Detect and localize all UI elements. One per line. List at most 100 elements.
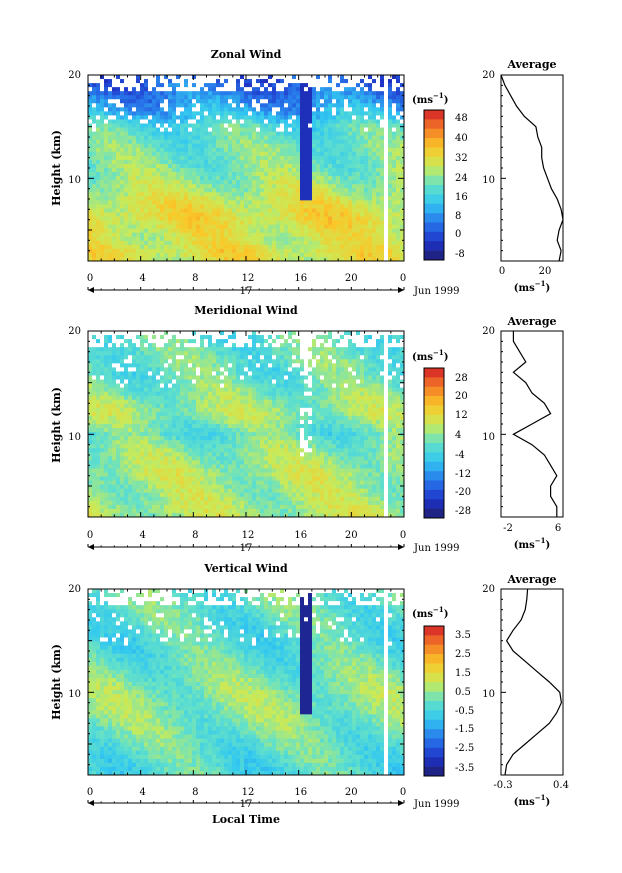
heatmap-cell xyxy=(308,343,313,348)
heatmap-cell xyxy=(312,339,317,344)
heatmap-cell xyxy=(256,208,261,213)
heatmap-cell xyxy=(312,99,317,104)
heatmap-cell xyxy=(324,387,329,393)
heatmap-cell xyxy=(148,143,153,149)
heatmap-cell xyxy=(360,103,365,108)
heatmap-cell xyxy=(276,115,281,120)
heatmap-cell xyxy=(276,228,281,234)
heatmap-cell xyxy=(124,224,129,230)
heatmap-cell xyxy=(168,87,173,92)
heatmap-cell xyxy=(324,375,329,380)
heatmap-cell xyxy=(88,351,93,356)
heatmap-cell xyxy=(352,347,357,352)
heatmap-cell xyxy=(336,200,341,205)
heatmap-cell xyxy=(268,335,273,340)
heatmap-cell xyxy=(260,107,265,112)
heatmap-cell xyxy=(336,188,341,193)
heatmap-cell xyxy=(228,127,233,133)
heatmap-cell xyxy=(264,224,269,230)
heatmap-cell xyxy=(268,168,273,173)
heatmap-cell xyxy=(240,172,245,177)
heatmap-cell xyxy=(128,379,133,384)
heatmap-cell xyxy=(384,343,389,348)
heatmap-cell xyxy=(288,163,293,169)
heatmap-cell xyxy=(88,87,93,92)
heatmap-cell xyxy=(348,147,353,153)
heatmap-cell xyxy=(336,335,341,340)
heatmap-cell xyxy=(280,359,285,364)
heatmap-cell xyxy=(368,75,373,80)
heatmap-cell xyxy=(108,107,113,112)
heatmap-cell xyxy=(136,180,141,185)
heatmap-cell xyxy=(400,131,404,137)
heatmap-cell xyxy=(136,379,141,384)
heatmap-cell xyxy=(252,355,257,360)
heatmap-cell xyxy=(156,359,161,364)
heatmap-cell xyxy=(228,172,233,177)
heatmap-cell xyxy=(336,228,341,234)
heatmap-cell xyxy=(356,256,361,261)
heatmap-cell xyxy=(200,172,205,177)
heatmap-cell xyxy=(92,143,97,149)
heatmap-cell xyxy=(284,363,289,368)
heatmap-cell xyxy=(284,375,289,380)
heatmap-cell xyxy=(388,143,393,149)
heatmap-cell xyxy=(256,176,261,181)
heatmap-cell xyxy=(272,256,277,261)
heatmap-cell xyxy=(340,204,345,209)
heatmap-cell xyxy=(112,135,117,141)
heatmap-cell xyxy=(192,87,197,92)
colorbar-swatch xyxy=(424,213,444,223)
heatmap-cell xyxy=(328,236,333,242)
heatmap-cell xyxy=(108,200,113,205)
heatmap-cell xyxy=(184,387,189,393)
heatmap-cell xyxy=(260,176,265,181)
heatmap-cell xyxy=(112,168,117,173)
heatmap-cell xyxy=(368,200,373,205)
heatmap-cell xyxy=(364,192,369,197)
heatmap-cell xyxy=(336,347,341,352)
heatmap-cell xyxy=(252,375,257,380)
heatmap-cell xyxy=(380,119,385,124)
heatmap-cell xyxy=(220,252,225,258)
heatmap-cell xyxy=(160,383,165,389)
heatmap-cell xyxy=(92,172,97,177)
heatmap-cell xyxy=(156,256,161,261)
heatmap-cell xyxy=(348,75,353,80)
heatmap-cell xyxy=(252,351,257,356)
heatmap-cell xyxy=(148,244,153,250)
heatmap-cell xyxy=(188,139,193,145)
heatmap-cell xyxy=(172,371,177,376)
heatmap-cell xyxy=(320,176,325,181)
heatmap-cell xyxy=(316,87,321,92)
heatmap-cell xyxy=(172,335,177,340)
heatmap-cell xyxy=(300,127,305,133)
heatmap-cell xyxy=(240,347,245,352)
heatmap-cell xyxy=(204,347,209,352)
heatmap-cell xyxy=(396,107,401,112)
heatmap-cell xyxy=(152,240,157,246)
heatmap-cell xyxy=(212,208,217,213)
heatmap-cell xyxy=(328,212,333,217)
heatmap-cell xyxy=(360,232,365,238)
heatmap-cell xyxy=(332,103,337,108)
heatmap-cell xyxy=(176,367,181,372)
heatmap-cell xyxy=(100,220,105,226)
heatmap-cell xyxy=(364,143,369,149)
heatmap-cell xyxy=(208,359,213,364)
heatmap-cell xyxy=(92,339,97,344)
heatmap-cell xyxy=(252,196,257,201)
heatmap-cell xyxy=(188,343,193,348)
heatmap-cell xyxy=(396,232,401,238)
heatmap-cell xyxy=(244,168,249,173)
heatmap-cell xyxy=(192,188,197,193)
heatmap-cell xyxy=(344,184,349,189)
heatmap-cell xyxy=(296,163,301,169)
heatmap-cell xyxy=(268,91,273,96)
heatmap-cell xyxy=(340,331,345,336)
heatmap-cell xyxy=(216,383,221,389)
heatmap-cell xyxy=(308,228,313,234)
heatmap-cell xyxy=(280,188,285,193)
heatmap-cell xyxy=(216,244,221,250)
heatmap-cell xyxy=(172,248,177,254)
